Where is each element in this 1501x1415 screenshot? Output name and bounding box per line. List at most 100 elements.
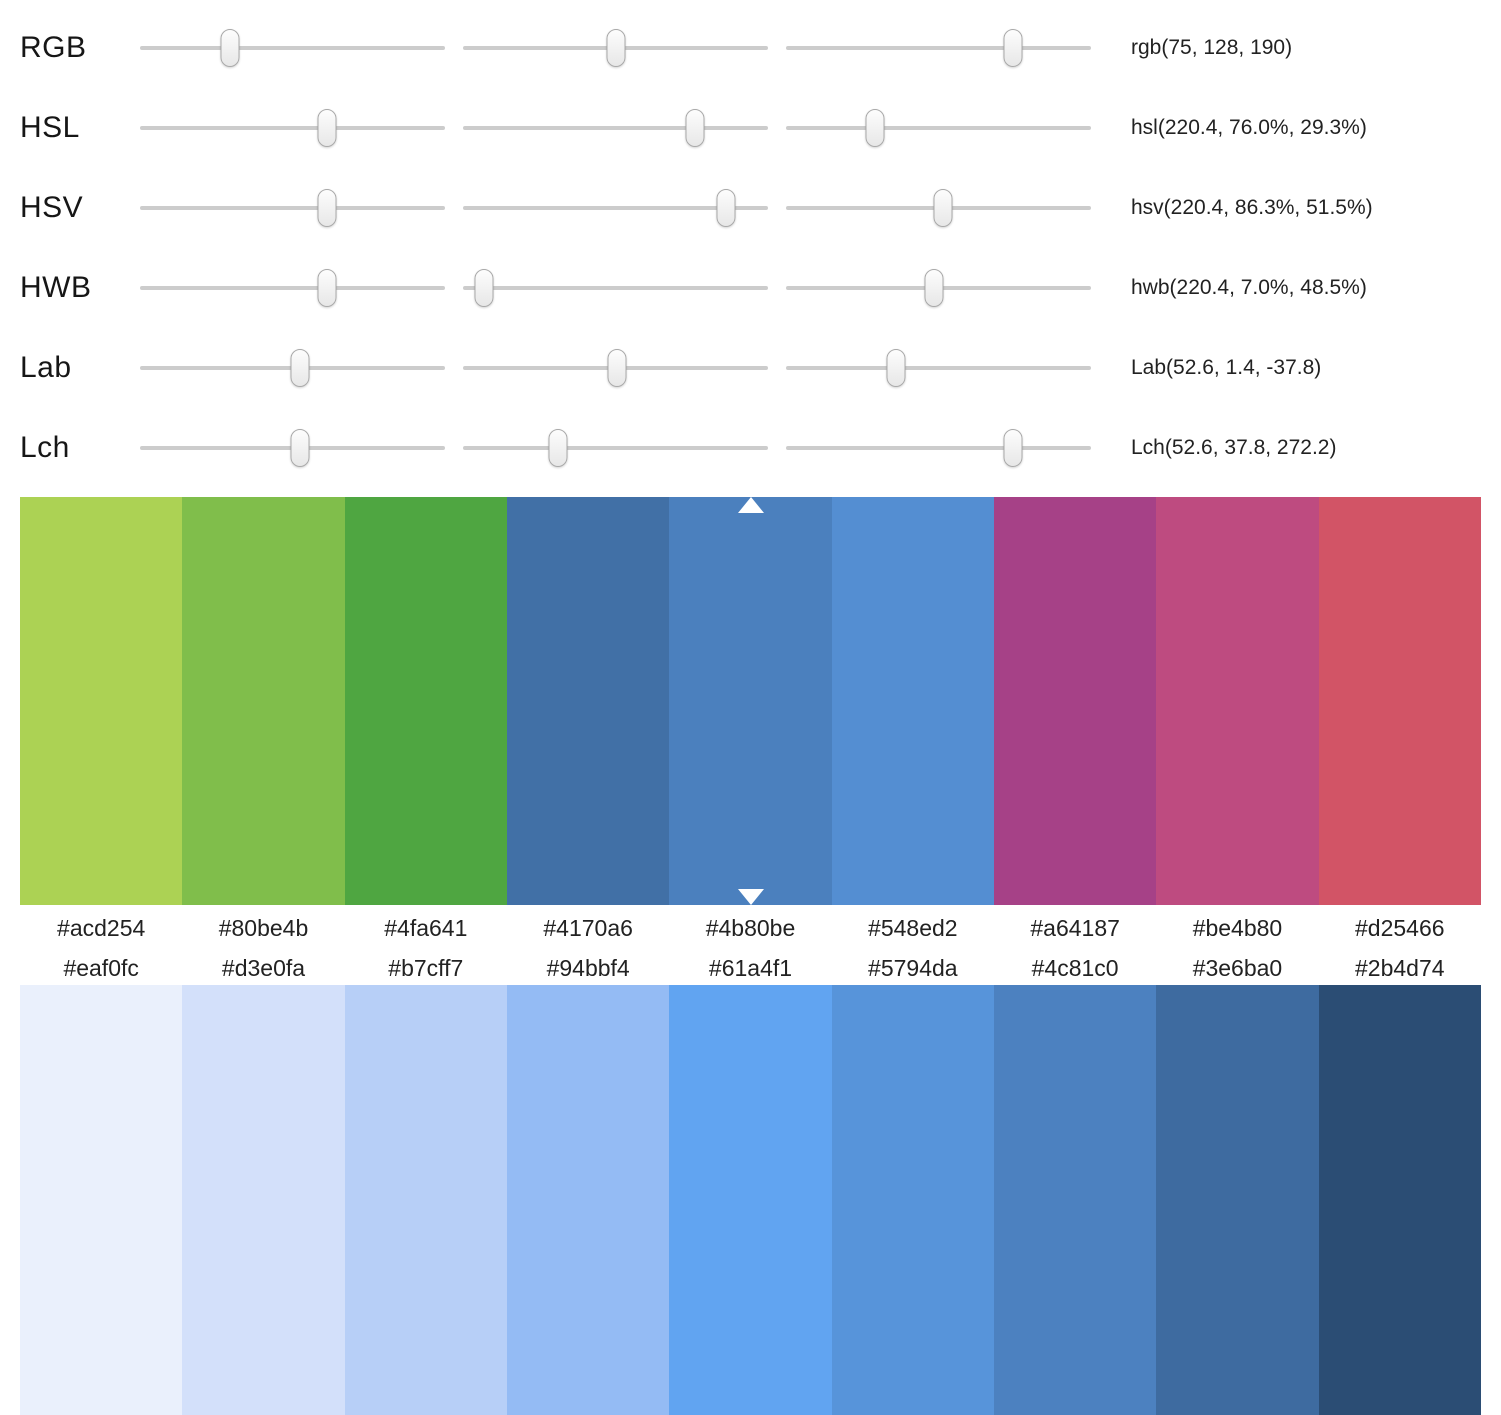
slider-thumb[interactable] bbox=[865, 109, 885, 147]
palette-swatch[interactable] bbox=[993, 985, 1157, 1415]
channel-slider-3[interactable] bbox=[786, 186, 1091, 230]
slider-thumb[interactable] bbox=[886, 349, 906, 387]
palette-swatch[interactable] bbox=[669, 497, 832, 905]
color-value-text: rgb(75, 128, 190) bbox=[1131, 36, 1293, 59]
slider-thumb[interactable] bbox=[317, 269, 337, 307]
slider-track[interactable] bbox=[140, 46, 445, 50]
palette-swatch[interactable] bbox=[20, 985, 183, 1415]
slider-track[interactable] bbox=[786, 126, 1091, 130]
swatch-hex-label: #4170a6 bbox=[543, 914, 633, 941]
palette-swatch[interactable] bbox=[831, 985, 994, 1415]
palette-swatch[interactable] bbox=[1318, 985, 1481, 1415]
slider-row: HWB hwb(220.4, 7.0%, 48.5%) bbox=[20, 248, 1481, 328]
channel-slider-3[interactable] bbox=[786, 106, 1091, 150]
color-value-text: hsl(220.4, 76.0%, 29.3%) bbox=[1131, 116, 1367, 139]
palette-swatch[interactable] bbox=[1156, 497, 1319, 905]
slider-track[interactable] bbox=[140, 286, 445, 290]
palette-swatch[interactable] bbox=[993, 497, 1157, 905]
slider-row: HSV hsv(220.4, 86.3%, 51.5%) bbox=[20, 168, 1481, 248]
hue-palette bbox=[20, 497, 1481, 905]
slider-thumb[interactable] bbox=[317, 109, 337, 147]
slider-thumb[interactable] bbox=[716, 189, 736, 227]
color-value-text: Lch(52.6, 37.8, 272.2) bbox=[1131, 436, 1337, 459]
slider-track[interactable] bbox=[463, 286, 768, 290]
channel-slider-1[interactable] bbox=[140, 426, 445, 470]
channel-slider-2[interactable] bbox=[463, 26, 768, 70]
colorspace-label: HWB bbox=[20, 271, 92, 304]
swatch-hex-label: #4b80be bbox=[705, 914, 796, 941]
slider-thumb[interactable] bbox=[290, 349, 310, 387]
slider-track[interactable] bbox=[786, 46, 1091, 50]
channel-slider-1[interactable] bbox=[140, 186, 445, 230]
swatch-hex-label: #d25466 bbox=[1355, 914, 1445, 941]
palette-swatch[interactable] bbox=[669, 985, 832, 1415]
slider-row: HSL hsl(220.4, 76.0%, 29.3%) bbox=[20, 88, 1481, 168]
channel-slider-2[interactable] bbox=[463, 426, 768, 470]
palette-swatch[interactable] bbox=[1318, 497, 1481, 905]
colorspace-label: Lab bbox=[20, 351, 72, 384]
slider-thumb[interactable] bbox=[924, 269, 944, 307]
swatch-hex-label: #80be4b bbox=[218, 914, 309, 941]
swatch-hex-label: #4fa641 bbox=[384, 914, 468, 941]
colorspace-label: HSL bbox=[20, 111, 80, 144]
slider-thumb[interactable] bbox=[685, 109, 705, 147]
channel-slider-2[interactable] bbox=[463, 186, 768, 230]
slider-row: Lab Lab(52.6, 1.4, -37.8) bbox=[20, 328, 1481, 408]
palette-swatch[interactable] bbox=[344, 985, 507, 1415]
channel-slider-1[interactable] bbox=[140, 106, 445, 150]
slider-thumb[interactable] bbox=[607, 349, 627, 387]
slider-thumb[interactable] bbox=[220, 29, 240, 67]
slider-track[interactable] bbox=[786, 446, 1091, 450]
swatch-hex-label: #a64187 bbox=[1030, 914, 1120, 941]
slider-thumb[interactable] bbox=[933, 189, 953, 227]
channel-slider-1[interactable] bbox=[140, 26, 445, 70]
shade-palette-hex-labels: #eaf0fc #d3e0fa #b7cff7 #94bbf4 #61a4f1 #5794… bbox=[20, 951, 1481, 985]
palette-swatch[interactable] bbox=[344, 497, 507, 905]
colorspace-label: RGB bbox=[20, 31, 87, 64]
channel-slider-3[interactable] bbox=[786, 26, 1091, 70]
channel-slider-2[interactable] bbox=[463, 106, 768, 150]
swatch-hex-label: #acd254 bbox=[57, 914, 146, 941]
palette-swatch[interactable] bbox=[506, 497, 670, 905]
slider-track[interactable] bbox=[140, 126, 445, 130]
slider-thumb[interactable] bbox=[606, 29, 626, 67]
channel-slider-1[interactable] bbox=[140, 266, 445, 310]
palette-swatch[interactable] bbox=[182, 497, 345, 905]
slider-thumb[interactable] bbox=[1003, 429, 1023, 467]
channel-slider-3[interactable] bbox=[786, 266, 1091, 310]
shade-palette bbox=[20, 985, 1481, 1415]
slider-track[interactable] bbox=[463, 206, 768, 210]
slider-thumb[interactable] bbox=[317, 189, 337, 227]
palette-swatch[interactable] bbox=[182, 985, 345, 1415]
swatch-hex-label: #4c81c0 bbox=[1031, 954, 1119, 981]
palette-swatch[interactable] bbox=[20, 497, 183, 905]
channel-slider-2[interactable] bbox=[463, 346, 768, 390]
slider-thumb[interactable] bbox=[474, 269, 494, 307]
color-value-text: hsv(220.4, 86.3%, 51.5%) bbox=[1131, 196, 1373, 219]
sliders-section: RGB rgb(75, 128, 190) HSL hsl(220.4, bbox=[0, 0, 1501, 488]
channel-slider-3[interactable] bbox=[786, 426, 1091, 470]
swatch-hex-label: #94bbf4 bbox=[546, 954, 630, 981]
slider-track[interactable] bbox=[140, 206, 445, 210]
channel-slider-1[interactable] bbox=[140, 346, 445, 390]
channel-slider-3[interactable] bbox=[786, 346, 1091, 390]
channel-slider-2[interactable] bbox=[463, 266, 768, 310]
slider-thumb[interactable] bbox=[290, 429, 310, 467]
colorspace-label: HSV bbox=[20, 191, 84, 224]
swatch-hex-label: #5794da bbox=[868, 954, 958, 981]
swatch-hex-label: #be4b80 bbox=[1192, 914, 1283, 941]
hue-palette-hex-labels: #acd254 #80be4b #4fa641 #4170a6 #4b80be #548e… bbox=[20, 905, 1481, 951]
slider-thumb[interactable] bbox=[1003, 29, 1023, 67]
colorspace-label: Lch bbox=[20, 431, 70, 464]
swatch-hex-label: #2b4d74 bbox=[1355, 954, 1445, 981]
slider-track[interactable] bbox=[463, 126, 768, 130]
color-value-text: Lab(52.6, 1.4, -37.8) bbox=[1131, 356, 1322, 379]
palette-swatch[interactable] bbox=[506, 985, 670, 1415]
slider-track[interactable] bbox=[786, 366, 1091, 370]
palette-swatch[interactable] bbox=[1156, 985, 1319, 1415]
swatch-hex-label: #eaf0fc bbox=[63, 954, 139, 981]
slider-thumb[interactable] bbox=[548, 429, 568, 467]
palette-swatch[interactable] bbox=[831, 497, 994, 905]
slider-track[interactable] bbox=[463, 446, 768, 450]
